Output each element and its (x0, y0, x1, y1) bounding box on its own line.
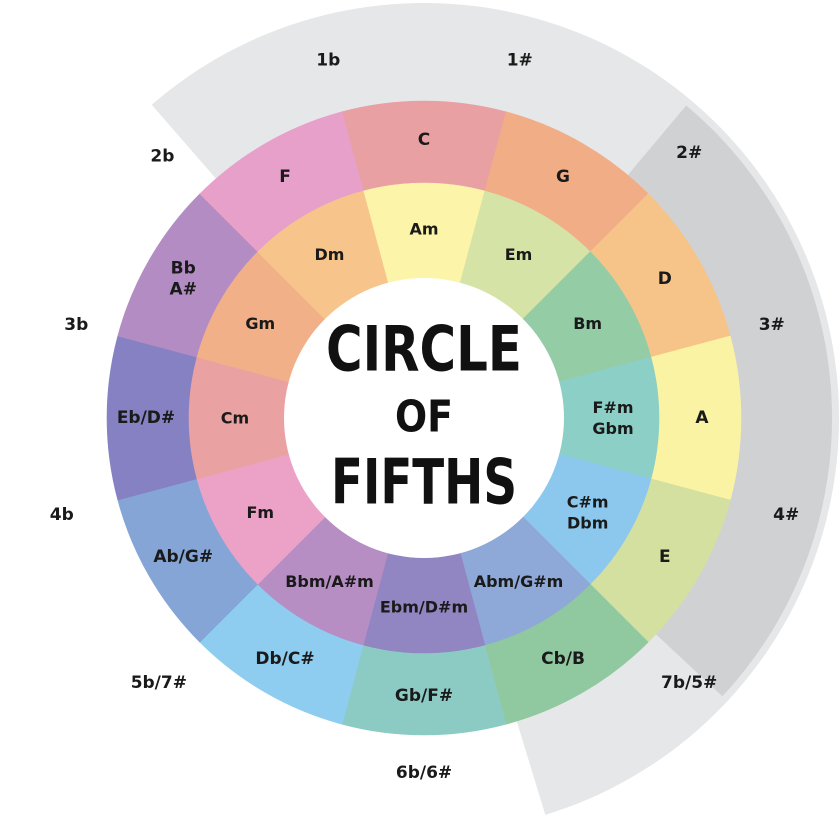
major-key-label: G (556, 167, 570, 187)
minor-key-label: Bbm/A#m (285, 572, 374, 591)
minor-key-label: Bm (573, 314, 602, 333)
major-key-label: E (659, 547, 671, 567)
major-key-label: Db/C# (255, 649, 314, 669)
major-key-label: F (279, 167, 291, 187)
minor-key-label: Am (409, 220, 438, 239)
major-key-label: Ab/G# (153, 547, 213, 567)
key-signature-label: 6b/6# (396, 763, 452, 783)
minor-key-label: Gbm (592, 419, 633, 438)
signature-band-dark (624, 105, 833, 697)
key-signature-label: 1b (316, 51, 340, 71)
major-key-label: Bb (171, 259, 196, 279)
key-signature-label: 3# (759, 315, 785, 335)
major-key-label: A (695, 408, 709, 428)
minor-key-label: Abm/G#m (474, 572, 564, 591)
minor-key-label: Gm (245, 314, 275, 333)
key-signature-bands (151, 3, 839, 815)
key-signature-label: 4# (773, 505, 799, 525)
key-rings (106, 100, 742, 736)
minor-key-label: F#m (592, 398, 633, 417)
center-disc (284, 278, 564, 558)
key-labels: C Am G Em 1# D Bm 2# A F#m Gbm 3# E C#m Dbm 4# Cb/B Abm/G… (50, 51, 799, 783)
key-signature-label: 1# (507, 51, 533, 71)
major-key-label: C (418, 130, 430, 150)
key-signature-label: 5b/7# (131, 673, 187, 693)
key-signature-label: 3b (64, 315, 88, 335)
major-key-label: Gb/F# (395, 686, 453, 706)
major-key-label: Eb/D# (117, 408, 175, 428)
title-line-2: OF (395, 392, 453, 443)
key-signature-label: 2# (676, 143, 702, 163)
minor-key-label: C#m (567, 493, 609, 512)
key-signature-label: 7b/5# (661, 673, 717, 693)
minor-key-label: Em (505, 245, 533, 264)
minor-key-label: Ebm/D#m (380, 598, 468, 617)
title-line-1: CIRCLE (326, 313, 522, 386)
minor-key-label: Dbm (567, 514, 608, 533)
key-signature-label: 2b (150, 146, 174, 166)
minor-key-label: Fm (247, 503, 275, 522)
minor-key-label: Dm (315, 245, 345, 264)
major-key-label: Cb/B (541, 649, 585, 669)
major-key-label: D (658, 269, 672, 289)
major-key-label: A# (170, 280, 197, 300)
title-line-3: FIFTHS (331, 446, 517, 519)
key-signature-label: 4b (50, 505, 74, 525)
minor-key-label: Cm (221, 409, 249, 428)
diagram-title: CIRCLE OF FIFTHS (326, 313, 522, 519)
